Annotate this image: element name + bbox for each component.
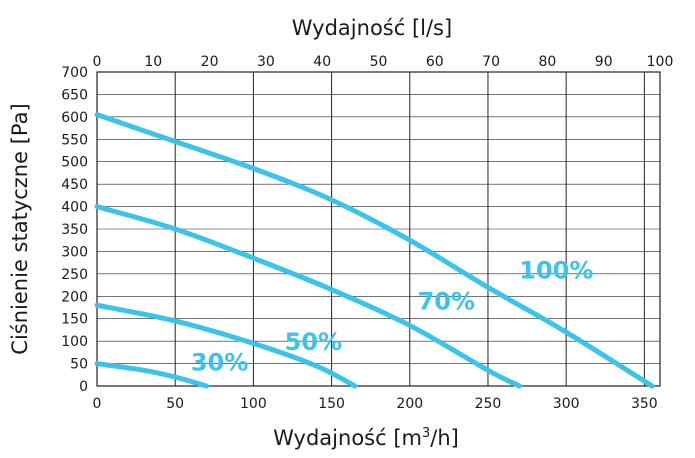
x-bottom-tick-label: 150 (318, 396, 345, 412)
x-top-tick-label: 90 (595, 54, 613, 70)
y-tick-label: 200 (61, 289, 88, 305)
y-tick-label: 150 (61, 312, 88, 328)
y-tick-label: 600 (61, 110, 88, 126)
x-top-tick-label: 10 (144, 54, 162, 70)
x-axis-title-bottom-sup: 3 (422, 426, 430, 441)
y-tick-label: 250 (61, 267, 88, 283)
series-label-50pct: 50% (285, 328, 342, 356)
series-curve-50pct (94, 302, 358, 389)
x-bottom-tick-label: 300 (553, 396, 580, 412)
y-tick-label: 450 (61, 177, 88, 193)
series-curve-70pct (94, 204, 522, 389)
x-bottom-tick-label: 200 (396, 396, 423, 412)
x-top-tick-label: 0 (93, 54, 102, 70)
x-top-tick-label: 60 (426, 54, 444, 70)
x-axis-title-top: Wydajność [l/s] (292, 16, 452, 40)
series-curve-30pct (94, 361, 209, 389)
y-axis-title: Ciśnienie statyczne [Pa] (8, 103, 32, 354)
y-tick-label: 300 (61, 244, 88, 260)
x-top-tick-label: 80 (538, 54, 556, 70)
series-label-30pct: 30% (191, 348, 248, 376)
x-top-tick-label: 100 (647, 54, 674, 70)
series-curves (94, 112, 655, 389)
x-top-tick-label: 70 (482, 54, 500, 70)
x-bottom-tick-label: 350 (631, 396, 658, 412)
x-top-tick-label: 20 (201, 54, 219, 70)
y-tick-label: 700 (61, 65, 88, 81)
y-tick-label: 650 (61, 87, 88, 103)
x-axis-title-bottom-main: Wydajność [m (273, 426, 422, 450)
y-tick-label: 0 (79, 379, 88, 395)
y-tick-label: 100 (61, 334, 88, 350)
x-axis-title-bottom-end: /h] (430, 426, 459, 450)
series-label-100pct: 100% (519, 256, 593, 284)
series-curve-100pct (94, 112, 655, 389)
series-labels: 100% 70% 50% 30% (191, 256, 594, 376)
y-tick-label: 550 (61, 132, 88, 148)
y-tick-label: 350 (61, 222, 88, 238)
x-bottom-tick-label: 250 (475, 396, 502, 412)
y-tick-labels: 0 50 100 150 200 250 300 350 400 450 500 550 600 650 7… (61, 65, 88, 395)
x-top-tick-label: 50 (370, 54, 388, 70)
x-top-tick-labels: 0 10 20 30 40 50 60 70 80 90 100 (93, 54, 674, 70)
x-bottom-tick-label: 50 (166, 396, 184, 412)
x-bottom-tick-labels: 0 50 100 150 200 250 300 350 (93, 396, 658, 412)
plot-frame (96, 71, 661, 387)
x-axis-title-bottom: Wydajność [m3/h] (273, 426, 459, 450)
x-top-tick-label: 30 (257, 54, 275, 70)
series-label-70pct: 70% (418, 288, 475, 316)
x-bottom-tick-label: 100 (240, 396, 267, 412)
y-tick-label: 500 (61, 155, 88, 171)
y-tick-label: 400 (61, 200, 88, 216)
y-tick-label: 50 (70, 357, 88, 373)
x-bottom-tick-label: 0 (93, 396, 102, 412)
x-top-tick-label: 40 (313, 54, 331, 70)
